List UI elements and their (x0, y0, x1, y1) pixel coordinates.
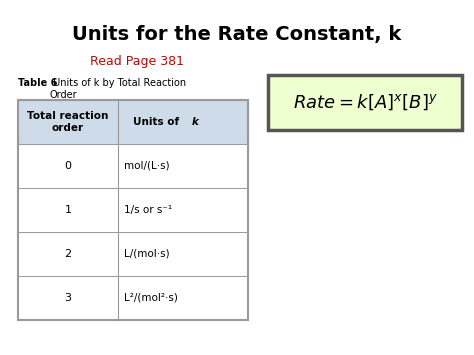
Text: 2: 2 (64, 249, 72, 259)
Text: Units for the Rate Constant, k: Units for the Rate Constant, k (73, 25, 401, 44)
Text: $\mathbf{\mathit{Rate = k[A]^x[B]^y}}$: $\mathbf{\mathit{Rate = k[A]^x[B]^y}}$ (292, 93, 438, 112)
Text: mol/(L·s): mol/(L·s) (124, 161, 170, 171)
Text: L/(mol·s): L/(mol·s) (124, 249, 170, 259)
Bar (18, 144, 248, 188)
Text: Table 6: Table 6 (18, 78, 57, 88)
Bar (18, 232, 248, 276)
Text: Read Page 381: Read Page 381 (90, 55, 184, 68)
Text: k: k (192, 117, 199, 127)
Text: 0: 0 (64, 161, 72, 171)
Text: 3: 3 (64, 293, 72, 303)
Text: Units of k by Total Reaction
Order: Units of k by Total Reaction Order (50, 78, 186, 100)
Bar (18, 276, 248, 320)
Text: 1/s or s⁻¹: 1/s or s⁻¹ (124, 205, 172, 215)
Text: Units of: Units of (133, 117, 183, 127)
Text: 1: 1 (64, 205, 72, 215)
Text: L²/(mol²·s): L²/(mol²·s) (124, 293, 178, 303)
Bar (18, 100, 248, 144)
Bar (18, 188, 248, 232)
Bar (268, 75, 462, 130)
Text: Total reaction
order: Total reaction order (27, 111, 109, 133)
Bar (18, 100, 248, 320)
